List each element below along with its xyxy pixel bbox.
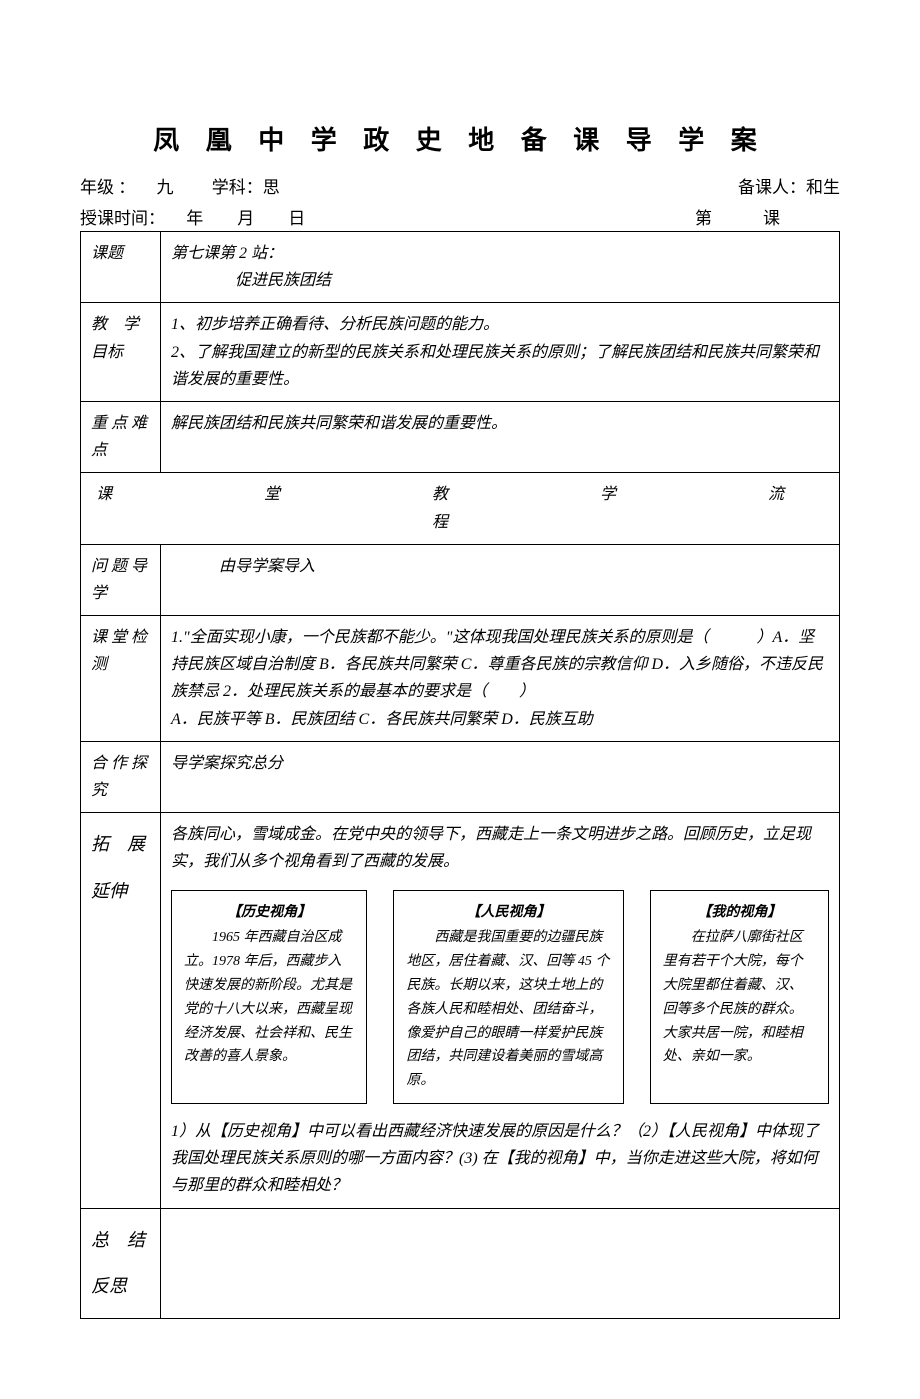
- topic-line2: 促进民族团结: [171, 267, 829, 294]
- box-people-title: 【人民视角】: [406, 901, 610, 925]
- tuozhan-questions: 1）从【历史视角】中可以看出西藏经济快速发展的原因是什么？（2）【人民视角】中体…: [171, 1118, 829, 1200]
- grade-label: 年级 ：: [80, 178, 135, 197]
- teacher-value: 和生: [806, 178, 840, 197]
- keypoint-content: 解民族团结和民族共同繁荣和谐发展的重要性。: [161, 401, 840, 472]
- teacher-label: 备课人：: [738, 178, 806, 197]
- zongjie-content: [161, 1208, 840, 1319]
- zongjie-label: 总 结反思: [81, 1208, 161, 1319]
- daoxue-label: 问 题 导学: [81, 544, 161, 615]
- topic-line1: 第七课第 2 站：: [171, 240, 829, 267]
- grade-field: 年级 ： 九 学科：思: [80, 173, 280, 198]
- box-my-body: 在拉萨八廓街社区里有若干个大院，每个大院里都住着藏、汉、回等多个民族的群众。大家…: [663, 926, 816, 1069]
- row-topic: 课题 第七课第 2 站： 促进民族团结: [81, 232, 840, 303]
- subject-label: 学科：: [212, 178, 263, 197]
- grade-value: 九: [157, 178, 174, 197]
- keypoint-label: 重 点 难点: [81, 401, 161, 472]
- time-label: 授课时间：: [80, 209, 165, 228]
- box-history-body: 1965 年西藏自治区成立。1978 年后，西藏步入快速发展的新阶段。尤其是党的…: [184, 926, 354, 1069]
- box-people-body: 西藏是我国重要的边疆民族地区，居住着藏、汉、回等 45 个民族。长期以来，这块土…: [406, 926, 610, 1093]
- box-my: 【我的视角】 在拉萨八廓街社区里有若干个大院，每个大院里都住着藏、汉、回等多个民…: [650, 890, 829, 1104]
- box-history: 【历史视角】 1965 年西藏自治区成立。1978 年后，西藏步入快速发展的新阶…: [171, 890, 367, 1104]
- topic-content: 第七课第 2 站： 促进民族团结: [161, 232, 840, 303]
- hezuo-content: 导学案探究总分: [161, 741, 840, 812]
- tuozhan-intro: 各族同心，雪域成金。在党中央的领导下，西藏走上一条文明进步之路。回顾历史，立足现…: [171, 821, 829, 875]
- goal-label: 教 学目标: [81, 303, 161, 402]
- jiance-content: 1."全面实现小康，一个民族都不能少。"这体现我国处理民族关系的原则是（ ）A．…: [161, 616, 840, 742]
- row-daoxue: 问 题 导学 由导学案导入: [81, 544, 840, 615]
- time-value: 年 月 日: [186, 209, 305, 228]
- box-my-title: 【我的视角】: [663, 901, 816, 925]
- daoxue-text: 由导学案导入: [171, 558, 315, 575]
- jiance-q1b: A．民族平等 B．民族团结 C．各民族共同繁荣 D．民族互助: [171, 706, 829, 733]
- row-jiance: 课 堂 检测 1."全面实现小康，一个民族都不能少。"这体现我国处理民族关系的原…: [81, 616, 840, 742]
- row-zongjie: 总 结反思: [81, 1208, 840, 1319]
- page-title: 凤 凰 中 学 政 史 地 备 课 导 学 案: [80, 120, 840, 157]
- goal-line1: 1、初步培养正确看待、分析民族问题的能力。: [171, 311, 829, 338]
- tuozhan-content: 各族同心，雪域成金。在党中央的领导下，西藏走上一条文明进步之路。回顾历史，立足现…: [161, 813, 840, 1208]
- jiance-q1: 1."全面实现小康，一个民族都不能少。"这体现我国处理民族关系的原则是（ ）A．…: [171, 624, 829, 706]
- row-hezuo: 合 作 探究 导学案探究总分: [81, 741, 840, 812]
- row-keypoint: 重 点 难点 解民族团结和民族共同繁荣和谐发展的重要性。: [81, 401, 840, 472]
- hezuo-label: 合 作 探究: [81, 741, 161, 812]
- meta-row-2: 授课时间： 年 月 日 第 课: [80, 204, 840, 229]
- box-history-title: 【历史视角】: [184, 901, 354, 925]
- row-goal: 教 学目标 1、初步培养正确看待、分析民族问题的能力。 2、了解我国建立的新型的…: [81, 303, 840, 402]
- goal-content: 1、初步培养正确看待、分析民族问题的能力。 2、了解我国建立的新型的民族关系和处…: [161, 303, 840, 402]
- row-tuozhan: 拓 展延伸 各族同心，雪域成金。在党中央的领导下，西藏走上一条文明进步之路。回顾…: [81, 813, 840, 1208]
- lesson-field: 第 课: [695, 204, 840, 229]
- jiance-label: 课 堂 检测: [81, 616, 161, 742]
- meta-row-1: 年级 ： 九 学科：思 备课人：和生: [80, 173, 840, 198]
- tuozhan-label: 拓 展延伸: [81, 813, 161, 1208]
- teacher-field: 备课人：和生: [738, 173, 840, 198]
- daoxue-content: 由导学案导入: [161, 544, 840, 615]
- box-people: 【人民视角】 西藏是我国重要的边疆民族地区，居住着藏、汉、回等 45 个民族。长…: [393, 890, 623, 1104]
- topic-label: 课题: [81, 232, 161, 303]
- perspective-boxes: 【历史视角】 1965 年西藏自治区成立。1978 年后，西藏步入快速发展的新阶…: [171, 890, 829, 1104]
- time-field: 授课时间： 年 月 日: [80, 204, 305, 229]
- flow-header: 课 堂 教 学 流 程: [81, 473, 840, 544]
- subject-value: 思: [263, 178, 280, 197]
- goal-line2: 2、了解我国建立的新型的民族关系和处理民族关系的原则；了解民族团结和民族共同繁荣…: [171, 339, 829, 393]
- row-flow-header: 课 堂 教 学 流 程: [81, 473, 840, 544]
- lesson-plan-table: 课题 第七课第 2 站： 促进民族团结 教 学目标 1、初步培养正确看待、分析民…: [80, 231, 840, 1319]
